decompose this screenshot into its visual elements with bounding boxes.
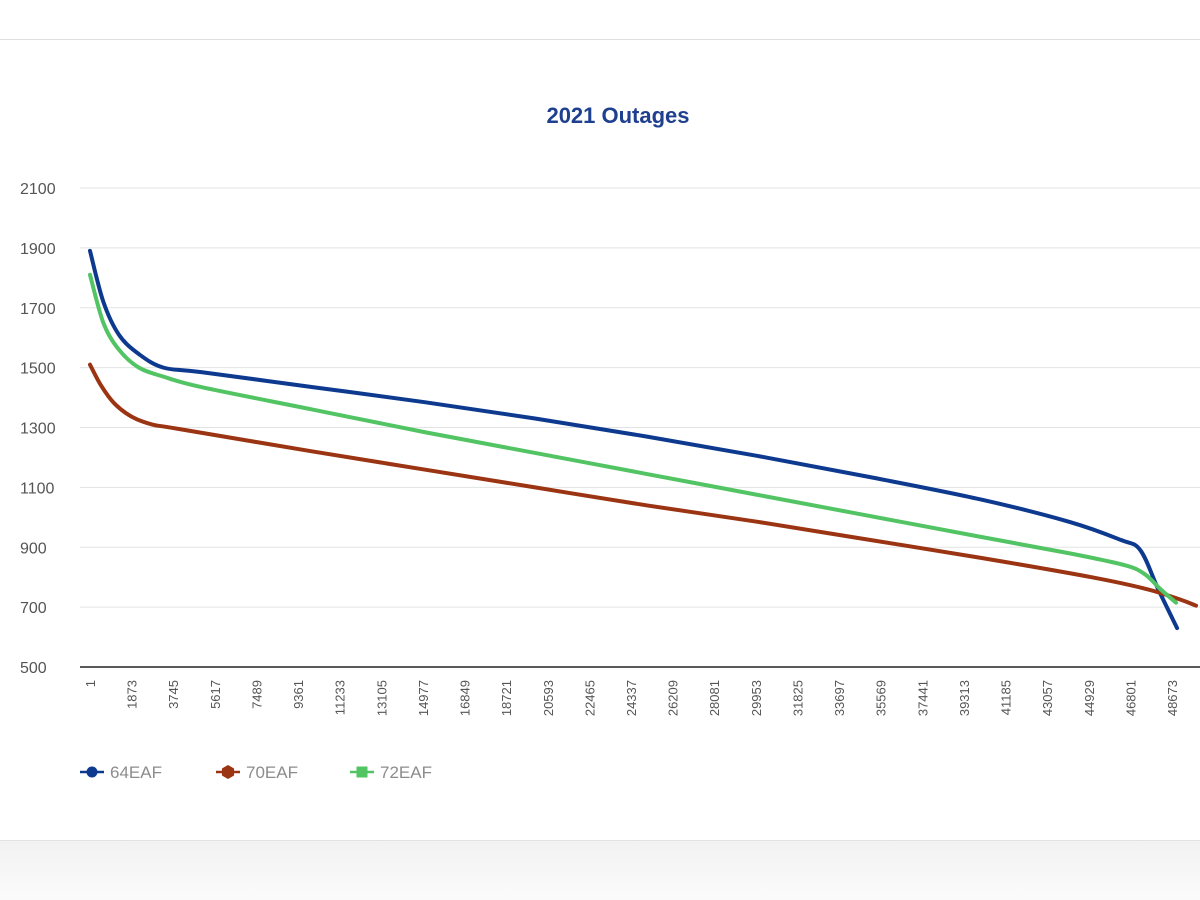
- y-tick-label: 900: [20, 540, 47, 557]
- x-tick-label: 46801: [1123, 680, 1138, 716]
- x-tick-label: 3745: [166, 680, 181, 709]
- y-tick-label: 1700: [20, 301, 56, 318]
- legend-marker-circle-icon: [86, 766, 98, 778]
- x-tick-label: 37441: [915, 680, 930, 716]
- x-tick-label: 16849: [458, 680, 473, 716]
- x-tick-label: 1: [83, 680, 98, 687]
- legend-label: 70EAF: [246, 763, 298, 782]
- y-tick-label: 1500: [20, 361, 56, 378]
- y-axis-ticks: 500 700 900 1100 1300 1500 1700 1900 2100: [20, 181, 56, 677]
- legend-label: 72EAF: [380, 763, 432, 782]
- x-tick-label: 29953: [749, 680, 764, 716]
- legend-marker-hexagon-icon: [221, 765, 235, 779]
- x-tick-label: 26209: [666, 680, 681, 716]
- chart-title: 2021 Outages: [546, 103, 689, 128]
- series-line-72eaf: [88, 272, 1178, 605]
- x-tick-label: 5617: [208, 680, 223, 709]
- x-tick-label: 31825: [790, 680, 805, 716]
- legend: 64EAF 70EAF 72EAF: [80, 763, 432, 782]
- x-tick-label: 43057: [1040, 680, 1055, 716]
- x-tick-label: 22465: [582, 680, 597, 716]
- x-tick-label: 28081: [707, 680, 722, 716]
- x-tick-label: 18721: [499, 680, 514, 716]
- x-tick-label: 7489: [249, 680, 264, 709]
- gridlines: [80, 187, 1200, 608]
- legend-marker-square-icon: [356, 766, 368, 778]
- x-tick-label: 48673: [1165, 680, 1180, 716]
- legend-item-70eaf: 70EAF: [216, 763, 298, 782]
- x-tick-label: 44929: [1082, 680, 1097, 716]
- x-tick-label: 20593: [541, 680, 556, 716]
- x-tick-label: 13105: [374, 680, 389, 716]
- legend-label: 64EAF: [110, 763, 162, 782]
- y-tick-label: 2100: [20, 181, 56, 198]
- series-lines: [88, 248, 1198, 631]
- y-tick-label: 1100: [20, 480, 55, 497]
- legend-item-64eaf: 64EAF: [80, 763, 162, 782]
- x-tick-label: 11233: [333, 680, 348, 715]
- y-tick-label: 700: [20, 600, 47, 617]
- x-tick-label: 9361: [291, 680, 306, 709]
- y-tick-label: 1900: [20, 241, 56, 258]
- x-tick-label: 1873: [125, 680, 140, 709]
- y-tick-label: 1300: [20, 421, 56, 438]
- x-tick-label: 41185: [999, 680, 1014, 715]
- y-tick-label: 500: [20, 660, 47, 677]
- legend-item-72eaf: 72EAF: [350, 763, 432, 782]
- x-axis-ticks: 1 1873 3745 5617 7489 9361 11233 13105 14977 1684…: [83, 680, 1180, 716]
- series-line-64eaf: [88, 248, 1180, 631]
- x-tick-label: 35569: [874, 680, 889, 716]
- x-tick-label: 14977: [416, 680, 431, 716]
- top-divider: [0, 39, 1200, 40]
- series-line-70eaf: [88, 362, 1198, 608]
- bottom-band: [0, 840, 1200, 900]
- x-tick-label: 24337: [624, 680, 639, 716]
- x-tick-label: 33697: [832, 680, 847, 716]
- x-tick-label: 39313: [957, 680, 972, 716]
